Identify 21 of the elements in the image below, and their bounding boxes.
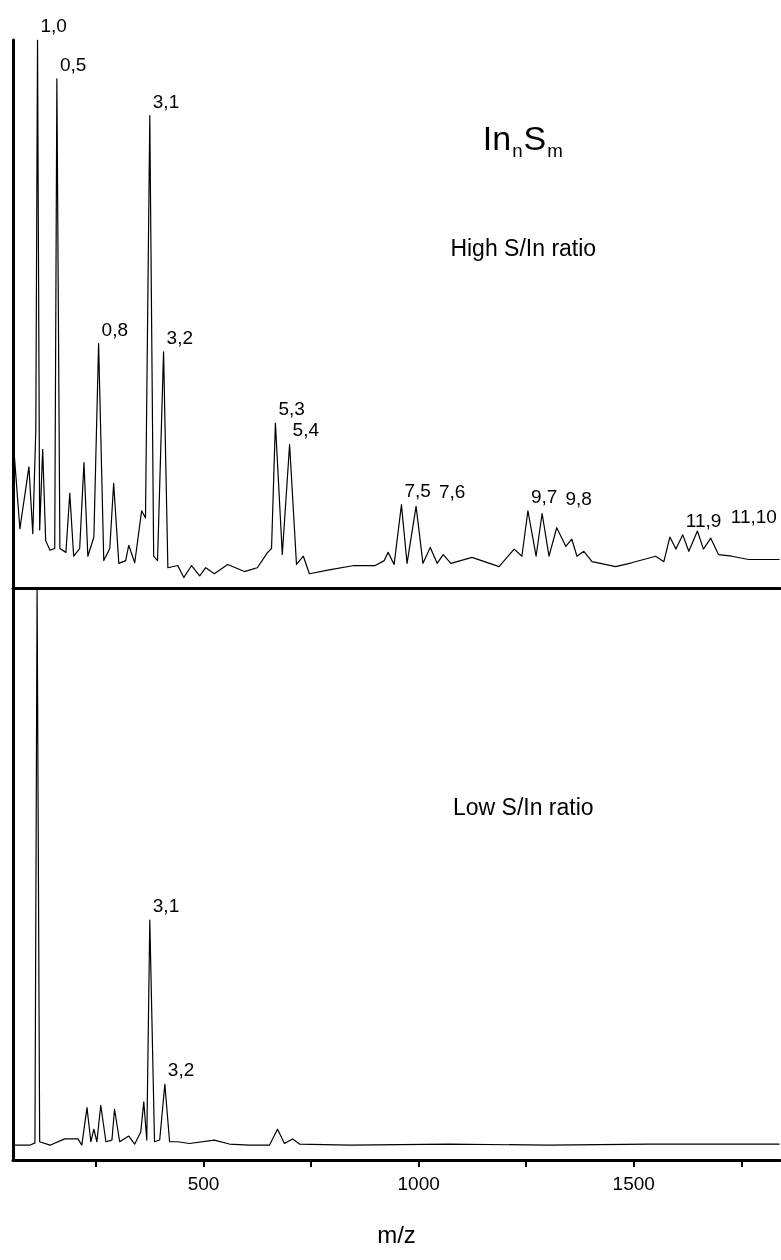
x-tick-label: 1000 [397, 1173, 440, 1194]
annotation: 5,4 [292, 419, 320, 441]
annotation: 0,8 [101, 318, 129, 340]
x-axis-title: m/z [377, 1220, 416, 1248]
annotation: 7,6 [438, 481, 466, 503]
annotation: 3,2 [167, 1059, 195, 1081]
annotation: 9,8 [565, 488, 592, 510]
annotation: Low S/In ratio [452, 793, 594, 820]
annotation: 9,7 [530, 485, 558, 507]
x-tick-label: 1500 [612, 1173, 655, 1194]
annotation: 3,2 [166, 326, 193, 348]
annotation: 7,5 [404, 479, 431, 501]
annotation: 5,3 [278, 398, 305, 420]
x-tick-label: 500 [187, 1173, 220, 1194]
annotation: 3,1 [152, 895, 180, 917]
annotation: High S/In ratio [450, 235, 597, 262]
annotation: 11,10 [730, 506, 777, 528]
annotation: 0,5 [59, 53, 87, 75]
annotation: 1,0 [40, 15, 67, 36]
annotation: 11,9 [685, 509, 722, 531]
annotation: 3,1 [152, 90, 180, 112]
